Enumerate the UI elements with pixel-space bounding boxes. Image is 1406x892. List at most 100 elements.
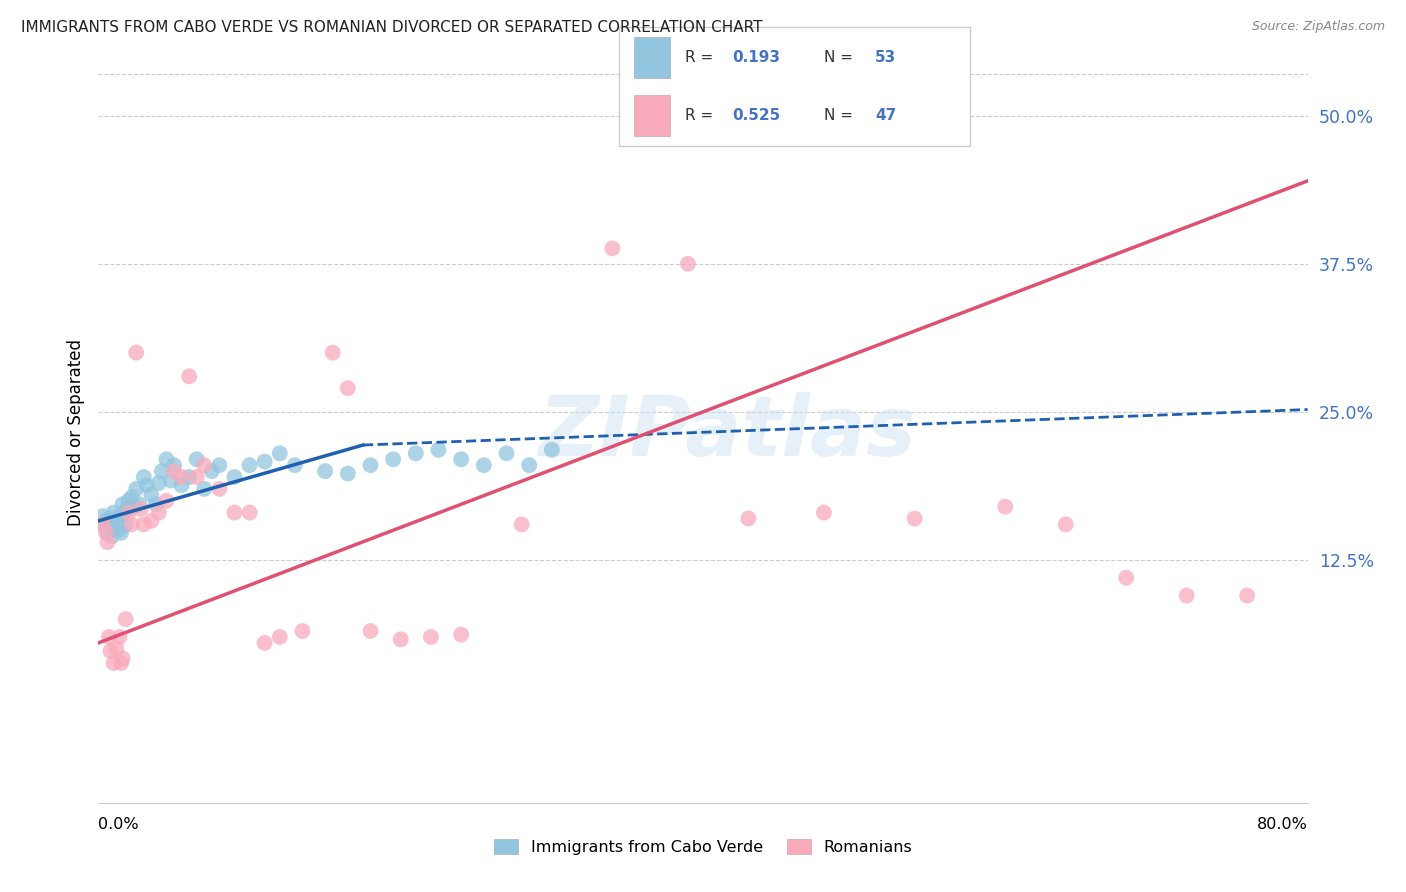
Text: 0.525: 0.525 — [733, 108, 780, 123]
Point — [269, 630, 291, 644]
Point — [132, 470, 155, 484]
Point — [125, 482, 148, 496]
Point — [148, 475, 170, 490]
Point — [118, 506, 141, 520]
Text: R =: R = — [685, 50, 718, 65]
Text: Source: ZipAtlas.com: Source: ZipAtlas.com — [1251, 20, 1385, 33]
Point — [179, 369, 201, 384]
Point — [239, 458, 262, 473]
Point — [121, 517, 143, 532]
Point — [91, 509, 114, 524]
Point — [105, 517, 128, 532]
Point — [103, 656, 125, 670]
Point — [163, 464, 186, 478]
Point — [517, 458, 540, 473]
Point — [98, 511, 121, 525]
Point — [269, 446, 291, 460]
Point — [101, 529, 124, 543]
Point — [472, 458, 495, 473]
Point — [737, 511, 759, 525]
Point — [141, 514, 163, 528]
Point — [121, 490, 143, 504]
Point — [111, 497, 134, 511]
Point — [110, 525, 132, 540]
Point — [135, 478, 157, 492]
Point — [125, 345, 148, 359]
Point — [495, 446, 517, 460]
Point — [389, 632, 412, 647]
Text: N =: N = — [824, 108, 858, 123]
Point — [104, 514, 127, 528]
Point — [224, 470, 246, 484]
Text: 47: 47 — [875, 108, 896, 123]
Point — [813, 506, 835, 520]
Point — [186, 470, 208, 484]
Point — [208, 482, 231, 496]
Point — [170, 478, 193, 492]
Point — [676, 257, 699, 271]
Point — [155, 452, 177, 467]
Point — [420, 630, 443, 644]
Text: 80.0%: 80.0% — [1257, 817, 1308, 832]
Point — [510, 517, 533, 532]
Point — [160, 474, 183, 488]
Bar — [634, 37, 671, 78]
Point — [105, 641, 128, 656]
Point — [602, 241, 624, 255]
Point — [112, 506, 135, 520]
Point — [314, 464, 336, 478]
Point — [291, 624, 314, 638]
Point — [96, 525, 118, 540]
Point — [108, 509, 131, 524]
Point — [129, 502, 152, 516]
Point — [108, 630, 131, 644]
Point — [201, 464, 224, 478]
Text: 53: 53 — [875, 50, 896, 65]
Point — [107, 524, 129, 538]
Text: N =: N = — [824, 50, 858, 65]
Y-axis label: Divorced or Separated: Divorced or Separated — [66, 339, 84, 526]
Point — [193, 482, 215, 496]
Point — [994, 500, 1017, 514]
Point — [118, 493, 141, 508]
Point — [239, 506, 262, 520]
Point — [253, 455, 276, 469]
Text: ZIPatlas: ZIPatlas — [538, 392, 917, 473]
Point — [360, 624, 382, 638]
Point — [150, 464, 173, 478]
Point — [427, 442, 450, 457]
Point — [91, 517, 114, 532]
Point — [96, 535, 118, 549]
Point — [179, 470, 201, 484]
Text: 0.0%: 0.0% — [98, 817, 139, 832]
Point — [148, 506, 170, 520]
Point — [284, 458, 307, 473]
Point — [100, 521, 122, 535]
Legend: Immigrants from Cabo Verde, Romanians: Immigrants from Cabo Verde, Romanians — [488, 833, 918, 862]
Point — [193, 458, 215, 473]
Point — [94, 514, 117, 528]
Point — [170, 470, 193, 484]
Point — [253, 636, 276, 650]
Point — [115, 502, 138, 516]
Point — [155, 493, 177, 508]
Point — [186, 452, 208, 467]
Point — [1175, 589, 1198, 603]
Point — [224, 506, 246, 520]
Point — [111, 651, 134, 665]
Point — [98, 630, 121, 644]
Point — [124, 500, 146, 514]
Point — [132, 517, 155, 532]
Point — [382, 452, 405, 467]
Point — [103, 506, 125, 520]
Point — [450, 627, 472, 641]
Text: 0.193: 0.193 — [733, 50, 780, 65]
Point — [110, 656, 132, 670]
Point — [1236, 589, 1258, 603]
Point — [94, 525, 117, 540]
Point — [141, 488, 163, 502]
Point — [405, 446, 427, 460]
Point — [904, 511, 927, 525]
Point — [336, 467, 359, 481]
Point — [1115, 571, 1137, 585]
